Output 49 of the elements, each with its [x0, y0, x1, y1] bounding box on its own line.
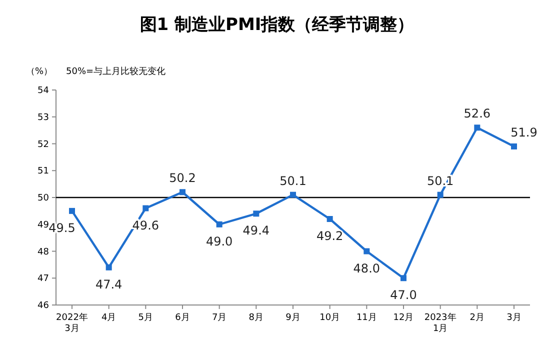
x-tick-label: 6月 [175, 313, 190, 323]
data-label: 49.5 [48, 220, 76, 235]
point [364, 248, 370, 254]
point [290, 192, 296, 198]
data-label: 47.0 [390, 288, 417, 302]
x-tick-label: 4月 [101, 313, 116, 323]
x-tick-label: 9月 [286, 313, 300, 323]
data-label: 49.4 [242, 224, 270, 238]
y-tick-label: 46 [38, 301, 50, 311]
x-tick-label: 11月 [356, 313, 377, 323]
y-tick-label: 50 [38, 194, 50, 204]
y-tick-label: 53 [38, 112, 49, 123]
data-label: 48.0 [353, 261, 380, 276]
point [142, 205, 149, 212]
data-label: 51.9 [510, 125, 538, 140]
y-tick-label: 51 [38, 166, 49, 177]
point [437, 192, 444, 198]
y-tick-label: 47 [38, 274, 49, 284]
text: 50%=与上月比较无变化 [66, 66, 166, 77]
x-tick-label: 2023年 1月 [424, 312, 456, 334]
data-label: 49.2 [316, 229, 344, 243]
y-tick-label: 49 [38, 220, 50, 230]
x-tick-label: 2022年 3月 [56, 312, 88, 334]
x-tick-label: 5月 [138, 313, 154, 323]
point [69, 208, 75, 214]
data-label: 50.1 [280, 174, 306, 188]
point [253, 210, 260, 217]
y-axis-title: （%） [26, 67, 53, 77]
y-tick-label: 54 [38, 86, 50, 96]
point [474, 124, 480, 131]
x-tick-label: 10月 [320, 313, 340, 323]
data-label: 49.0 [206, 234, 233, 248]
data-label: 47.4 [95, 277, 122, 292]
x-tick-label: 3月 [506, 313, 522, 323]
x-tick-label: 12月 [393, 313, 414, 323]
point [400, 275, 406, 282]
chart-title: 图1 制造业PMI指数（经季节调整） [140, 15, 414, 35]
point [180, 189, 186, 196]
x-tick-label: 7月 [212, 313, 227, 323]
data-label: 50.2 [169, 171, 196, 186]
point [511, 143, 517, 150]
data-label: 52.6 [464, 106, 491, 121]
point [216, 221, 222, 228]
point [326, 216, 333, 222]
point [106, 264, 112, 270]
y-tick-label: 48 [38, 247, 50, 258]
x-tick-label: 8月 [248, 313, 264, 323]
x-tick-label: 2月 [470, 313, 485, 323]
y-tick-label: 52 [38, 140, 49, 150]
